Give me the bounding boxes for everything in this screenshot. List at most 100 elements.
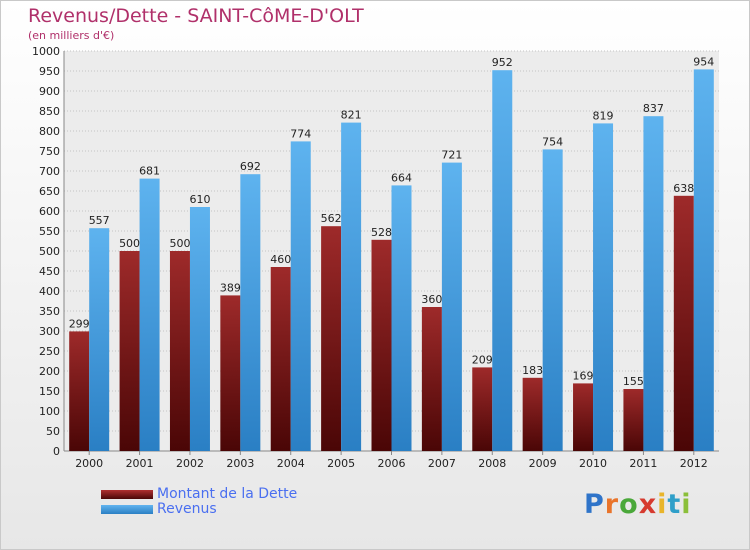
chart-subtitle: (en milliers d'€) [28,29,115,42]
x-tick-label: 2010 [579,457,607,470]
y-tick-label: 300 [39,325,60,338]
data-label-revenus: 837 [643,102,664,115]
data-label-revenus: 774 [290,127,311,140]
bar-revenus [593,123,614,452]
data-label-revenus: 692 [240,160,261,173]
bar-revenus [643,116,664,451]
logo-letter: P [584,489,605,520]
bar-revenus [492,70,513,451]
bar-revenus [341,122,362,451]
y-tick-label: 500 [39,245,60,258]
y-tick-label: 250 [39,345,60,358]
y-tick-label: 200 [39,365,60,378]
y-tick-label: 150 [39,385,60,398]
bar-revenus [542,149,563,451]
data-label-dette: 638 [673,182,694,195]
bar-dette [270,267,291,451]
proxiti-logo: Proxiti [584,489,692,520]
logo-letter: t [667,489,682,520]
bar-revenus [290,141,311,451]
bar-dette [119,251,140,451]
chart-title: Revenus/Dette - SAINT-CôME-D'OLT [28,5,364,27]
data-label-dette: 155 [623,375,644,388]
legend-swatch-dette [101,490,153,499]
y-tick-label: 850 [39,105,60,118]
data-label-dette: 500 [119,237,140,250]
bar-dette [371,239,392,451]
legend-swatch-revenus [101,505,153,514]
data-label-dette: 500 [169,237,190,250]
y-tick-label: 800 [39,125,60,138]
bar-revenus [391,185,412,451]
data-label-dette: 389 [220,281,241,294]
y-tick-label: 450 [39,265,60,278]
data-label-dette: 528 [371,226,392,239]
bar-dette [321,226,342,451]
bar-revenus [89,228,110,451]
data-label-dette: 299 [69,317,90,330]
bar-revenus [441,162,462,451]
x-tick-label: 2007 [428,457,456,470]
bar-dette [69,331,90,451]
data-label-dette: 460 [270,253,291,266]
x-tick-label: 2011 [629,457,657,470]
x-tick-label: 2008 [478,457,506,470]
data-label-revenus: 557 [89,214,110,227]
x-tick-label: 2006 [378,457,406,470]
data-label-revenus: 754 [542,135,563,148]
data-label-revenus: 954 [693,55,714,68]
y-tick-label: 350 [39,305,60,318]
data-label-dette: 360 [421,293,442,306]
y-tick-label: 950 [39,65,60,78]
y-tick-label: 650 [39,185,60,198]
data-label-revenus: 664 [391,171,412,184]
bar-dette [673,195,694,451]
bar-revenus [240,174,261,451]
x-tick-label: 2002 [176,457,204,470]
bar-dette [573,383,594,451]
bar-revenus [139,178,160,451]
x-tick-label: 2000 [75,457,103,470]
x-tick-label: 2004 [277,457,305,470]
logo-letter: i [681,489,692,520]
y-tick-label: 550 [39,225,60,238]
data-label-revenus: 819 [593,109,614,122]
logo-letter: i [657,489,668,520]
bar-revenus [693,69,714,452]
logo-letter: o [619,489,639,520]
legend-label-revenus: Revenus [157,501,217,517]
x-tick-label: 2012 [680,457,708,470]
logo-letter: x [638,489,658,520]
x-tick-label: 2009 [529,457,557,470]
y-tick-label: 700 [39,165,60,178]
data-label-dette: 209 [472,353,493,366]
y-tick-label: 400 [39,285,60,298]
data-label-dette: 169 [573,369,594,382]
bar-dette [220,295,241,451]
data-label-revenus: 721 [441,149,462,162]
y-tick-label: 1000 [32,45,60,58]
data-label-revenus: 681 [139,165,160,178]
legend-label-dette: Montant de la Dette [157,486,298,502]
x-tick-label: 2001 [126,457,154,470]
data-label-dette: 562 [321,212,342,225]
bar-dette [623,389,644,451]
bar-dette [522,377,543,451]
data-label-revenus: 821 [341,109,362,122]
logo-letter: r [604,489,620,520]
data-label-dette: 183 [522,364,543,377]
y-tick-label: 600 [39,205,60,218]
bar-dette [421,307,442,451]
data-label-revenus: 610 [189,193,210,206]
bar-dette [169,251,190,451]
y-tick-label: 50 [46,425,60,438]
x-tick-label: 2003 [226,457,254,470]
y-tick-label: 900 [39,85,60,98]
y-tick-label: 0 [53,445,60,458]
bar-revenus [189,207,210,451]
data-label-revenus: 952 [492,56,513,69]
x-tick-label: 2005 [327,457,355,470]
y-tick-label: 100 [39,405,60,418]
